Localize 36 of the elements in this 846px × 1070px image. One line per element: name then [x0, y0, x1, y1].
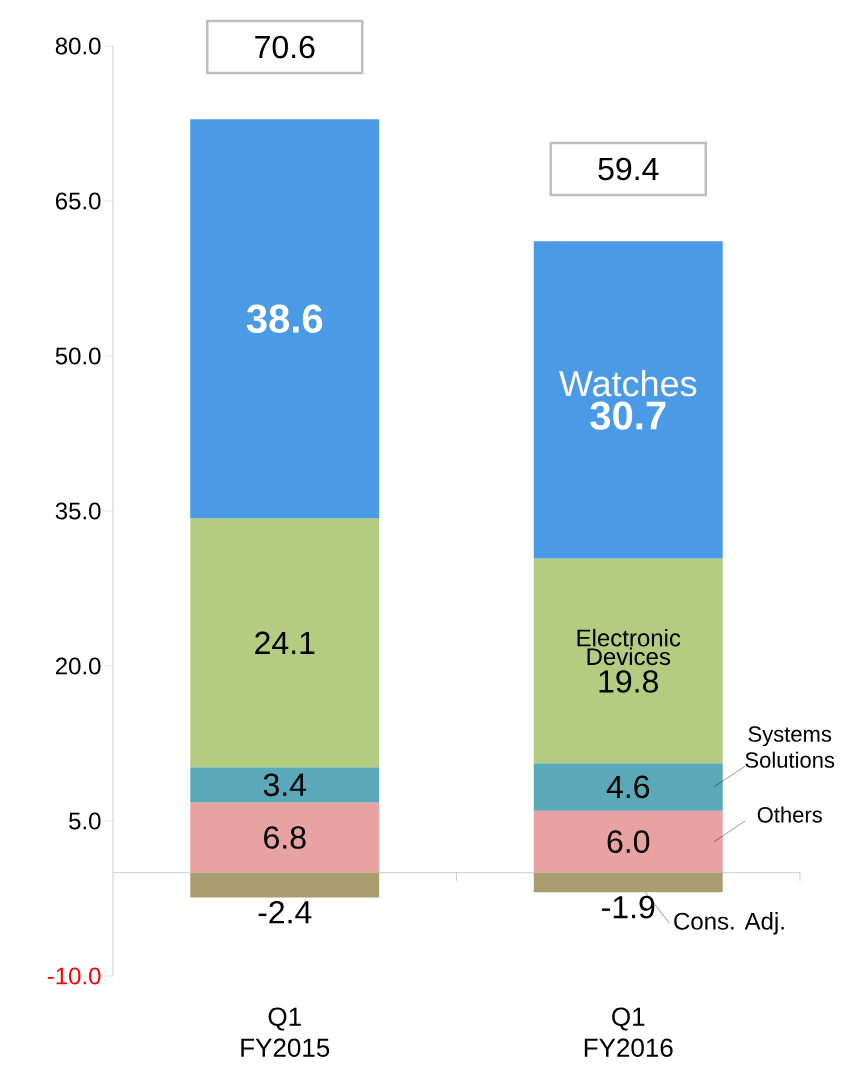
x-tick-label: Q1 FY2016: [584, 1007, 673, 1057]
bar: [190, 767, 380, 803]
data-label: 19.8: [599, 670, 658, 693]
bar: [190, 872, 380, 898]
data-label: 24.1: [255, 631, 315, 654]
y-tick-label: 80.0: [55, 37, 101, 55]
y-tick-label: 65.0: [55, 192, 101, 210]
series-label: Watches: [559, 370, 697, 397]
bar: [533, 241, 723, 559]
y-tick-label: -10.0: [47, 967, 101, 985]
data-label: 30.7: [590, 401, 666, 430]
y-tick-label: 20.0: [55, 657, 101, 675]
data-label: 3.4: [263, 773, 307, 797]
data-label: 6.8: [264, 826, 306, 849]
data-label: -2.4: [258, 901, 312, 924]
total-label: 70.6: [255, 35, 315, 59]
bar: [190, 119, 380, 519]
series-label: Cons. Adj.: [674, 912, 784, 935]
series-label: Others: [757, 806, 822, 823]
x-tick-label: Q1 FY2015: [241, 1007, 330, 1057]
bar: [533, 872, 723, 893]
bar: [190, 802, 380, 873]
y-tick-label: 35.0: [55, 502, 101, 520]
y-tick-label: 50.0: [55, 347, 101, 365]
series-label: Systems Solutions: [745, 726, 835, 768]
series-label: Electronic Devices: [577, 628, 681, 666]
y-tick-label: 5.0: [69, 812, 101, 830]
bar: [533, 558, 723, 764]
data-label: 6.0: [607, 830, 650, 853]
bar: [190, 518, 380, 768]
data-label: -1.9: [602, 895, 655, 919]
data-label: 4.6: [606, 775, 650, 799]
total-label: 59.4: [598, 157, 659, 181]
data-label: 38.6: [246, 304, 323, 333]
bar: [533, 810, 723, 873]
bar: [533, 763, 723, 811]
